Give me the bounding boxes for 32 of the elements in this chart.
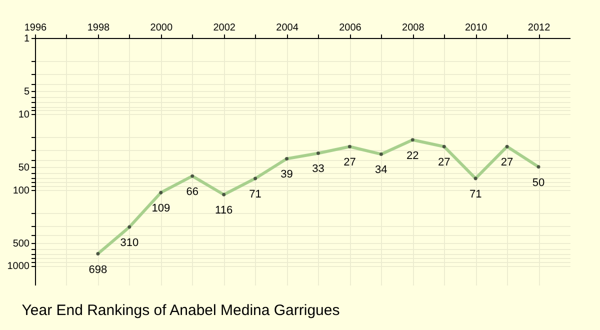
x-tick-label: 2010	[464, 22, 488, 34]
data-label: 27	[500, 156, 514, 169]
data-label: 66	[186, 186, 198, 198]
x-tick-label: 2008	[402, 22, 425, 34]
data-label: 698	[88, 264, 108, 276]
data-label: 71	[469, 188, 482, 200]
data-label: 33	[312, 163, 324, 176]
data-label: 22	[406, 150, 419, 162]
y-tick-label: 50	[18, 162, 30, 174]
x-tick-label: 2012	[528, 22, 551, 34]
data-label: 27	[438, 156, 450, 169]
y-tick-label: 1	[24, 34, 30, 44]
x-tick-label: 2002	[213, 22, 236, 34]
y-tick-label: 500	[12, 238, 30, 250]
data-label: 50	[532, 176, 545, 189]
y-tick-label: 10	[18, 109, 30, 120]
x-tick-label: 2000	[150, 22, 173, 34]
data-label: 39	[280, 168, 293, 181]
data-label: 71	[249, 188, 262, 200]
x-tick-label: 2004	[276, 22, 299, 34]
x-tick-label: 1998	[87, 22, 110, 34]
data-label: 27	[344, 156, 356, 169]
y-tick-label: 1000	[7, 261, 30, 272]
data-label: 310	[120, 237, 139, 250]
text: Year End Rankings of Anabel Medina Garrigues	[22, 302, 340, 319]
data-label: 34	[375, 164, 388, 176]
y-tick-label: 5	[24, 86, 30, 98]
data-label: 116	[215, 204, 233, 217]
data-label: 109	[152, 202, 170, 215]
y-tick-label: 100	[12, 185, 30, 196]
x-tick-label: 1996	[24, 22, 48, 34]
x-tick-label: 2006	[339, 22, 362, 34]
